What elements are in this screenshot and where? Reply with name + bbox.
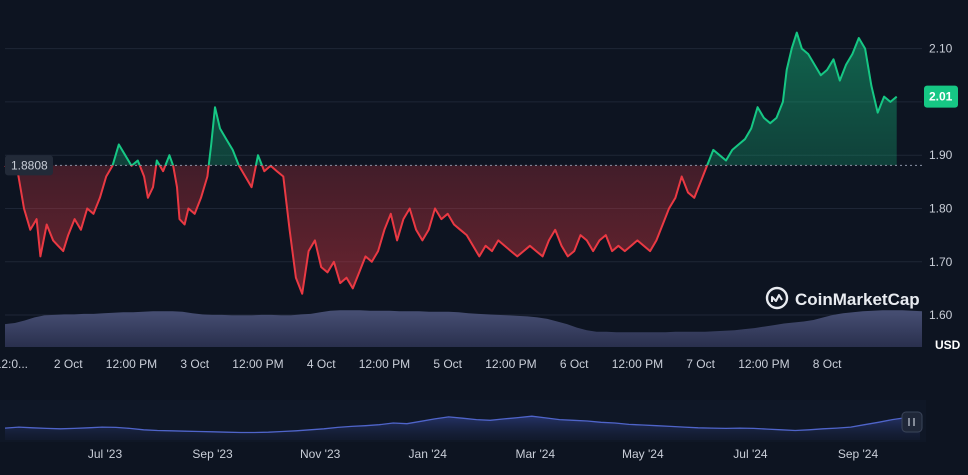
volume-fill bbox=[5, 310, 922, 347]
current-price-text: 2.01 bbox=[929, 90, 953, 104]
x-tick-label: 12:00 PM bbox=[106, 357, 157, 371]
y-axis-ticks: 1.60 1.70 1.80 1.90 2.10 bbox=[929, 42, 953, 322]
navigator-tick-label: Mar '24 bbox=[515, 447, 555, 461]
coinmarketcap-watermark: CoinMarketCap bbox=[765, 286, 920, 310]
x-tick-label: 2 Oct bbox=[54, 357, 83, 371]
area-below-baseline bbox=[5, 165, 708, 294]
currency-label: USD bbox=[935, 338, 961, 352]
range-navigator[interactable]: Jul '23 Sep '23 Nov '23 Jan '24 Mar '24 May '… bbox=[0, 400, 926, 461]
y-tick-label: 1.90 bbox=[929, 148, 953, 162]
x-tick-label: 8 Oct bbox=[813, 357, 842, 371]
x-tick-label: 12:00 PM bbox=[359, 357, 410, 371]
x-tick-label: 12:00 PM bbox=[612, 357, 663, 371]
x-tick-label: 7 Oct bbox=[686, 357, 715, 371]
x-tick-label: 12:0... bbox=[0, 357, 28, 371]
x-tick-label: 4 Oct bbox=[307, 357, 336, 371]
navigator-handle[interactable] bbox=[901, 411, 923, 433]
navigator-tick-label: Jul '24 bbox=[733, 447, 768, 461]
current-price-badge: 2.01 bbox=[924, 85, 958, 108]
x-tick-label: 12:00 PM bbox=[738, 357, 789, 371]
navigator-tick-label: Sep '23 bbox=[192, 447, 233, 461]
baseline-label-text: 1.8808 bbox=[11, 158, 48, 172]
navigator-fill bbox=[5, 416, 920, 440]
navigator-tick-label: Nov '23 bbox=[300, 447, 341, 461]
x-axis-ticks: 12:0... 2 Oct 12:00 PM 3 Oct 12:00 PM 4 Oct 12… bbox=[0, 357, 842, 371]
y-tick-label: 1.70 bbox=[929, 255, 953, 269]
x-tick-label: 6 Oct bbox=[560, 357, 589, 371]
coinmarketcap-logo-icon bbox=[765, 286, 789, 310]
navigator-tick-label: May '24 bbox=[622, 447, 664, 461]
navigator-tick-label: Jan '24 bbox=[409, 447, 448, 461]
y-tick-label: 1.80 bbox=[929, 201, 953, 215]
price-line-above bbox=[5, 31, 898, 166]
navigator-tick-label: Jul '23 bbox=[88, 447, 123, 461]
navigator-tick-label: Sep '24 bbox=[838, 447, 879, 461]
area-above-baseline bbox=[5, 32, 897, 166]
price-lines bbox=[4, 31, 898, 295]
navigator-ticks: Jul '23 Sep '23 Nov '23 Jan '24 Mar '24 May '… bbox=[88, 447, 879, 461]
y-tick-label: 1.60 bbox=[929, 308, 953, 322]
navigator-line bbox=[4, 415, 921, 434]
price-area bbox=[5, 32, 897, 294]
x-tick-label: 12:00 PM bbox=[232, 357, 283, 371]
price-line-below bbox=[4, 165, 709, 295]
y-tick-label: 2.10 bbox=[929, 42, 953, 56]
x-tick-label: 5 Oct bbox=[433, 357, 462, 371]
volume-area bbox=[5, 310, 922, 347]
baseline-label: 1.8808 bbox=[5, 155, 53, 176]
watermark-text: CoinMarketCap bbox=[795, 290, 920, 309]
x-tick-label: 12:00 PM bbox=[485, 357, 536, 371]
x-tick-label: 3 Oct bbox=[180, 357, 209, 371]
navigator-series bbox=[4, 415, 921, 440]
